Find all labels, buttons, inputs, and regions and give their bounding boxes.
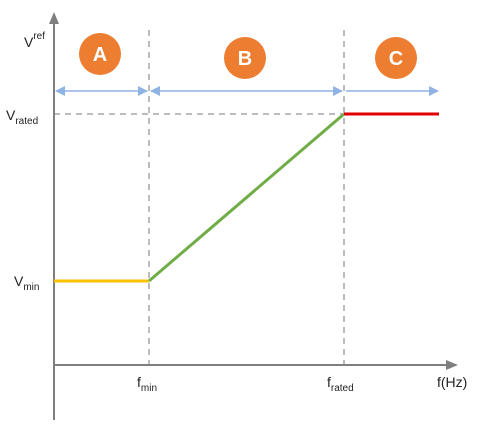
zone-a-badge: A bbox=[79, 33, 121, 75]
v-rated-label: Vrated bbox=[6, 107, 38, 127]
f-min-label: fmin bbox=[137, 374, 157, 394]
y-axis-label: Vref bbox=[24, 31, 45, 50]
zone-c-letter: C bbox=[389, 48, 403, 70]
curve-segment-b bbox=[148, 112, 345, 283]
f-min-main: f bbox=[137, 374, 141, 390]
f-rated-label: frated bbox=[327, 374, 354, 394]
y-axis-label-main: V bbox=[24, 34, 34, 50]
zone-b-letter: B bbox=[238, 48, 252, 70]
f-min-sub: min bbox=[141, 383, 157, 394]
zone-b-badge: B bbox=[224, 37, 266, 79]
x-axis-label: f(Hz) bbox=[437, 374, 467, 390]
zone-a-letter: A bbox=[93, 44, 107, 66]
f-rated-main: f bbox=[327, 374, 331, 390]
v-min-main: V bbox=[14, 273, 24, 289]
zone-c-badge: C bbox=[375, 37, 417, 79]
y-axis-label-sup: ref bbox=[33, 31, 45, 42]
v-rated-sub: rated bbox=[15, 116, 38, 127]
v-min-sub: min bbox=[23, 282, 39, 293]
v-rated-main: V bbox=[6, 107, 16, 123]
f-rated-sub: rated bbox=[331, 383, 354, 394]
v-min-label: Vmin bbox=[14, 273, 39, 293]
